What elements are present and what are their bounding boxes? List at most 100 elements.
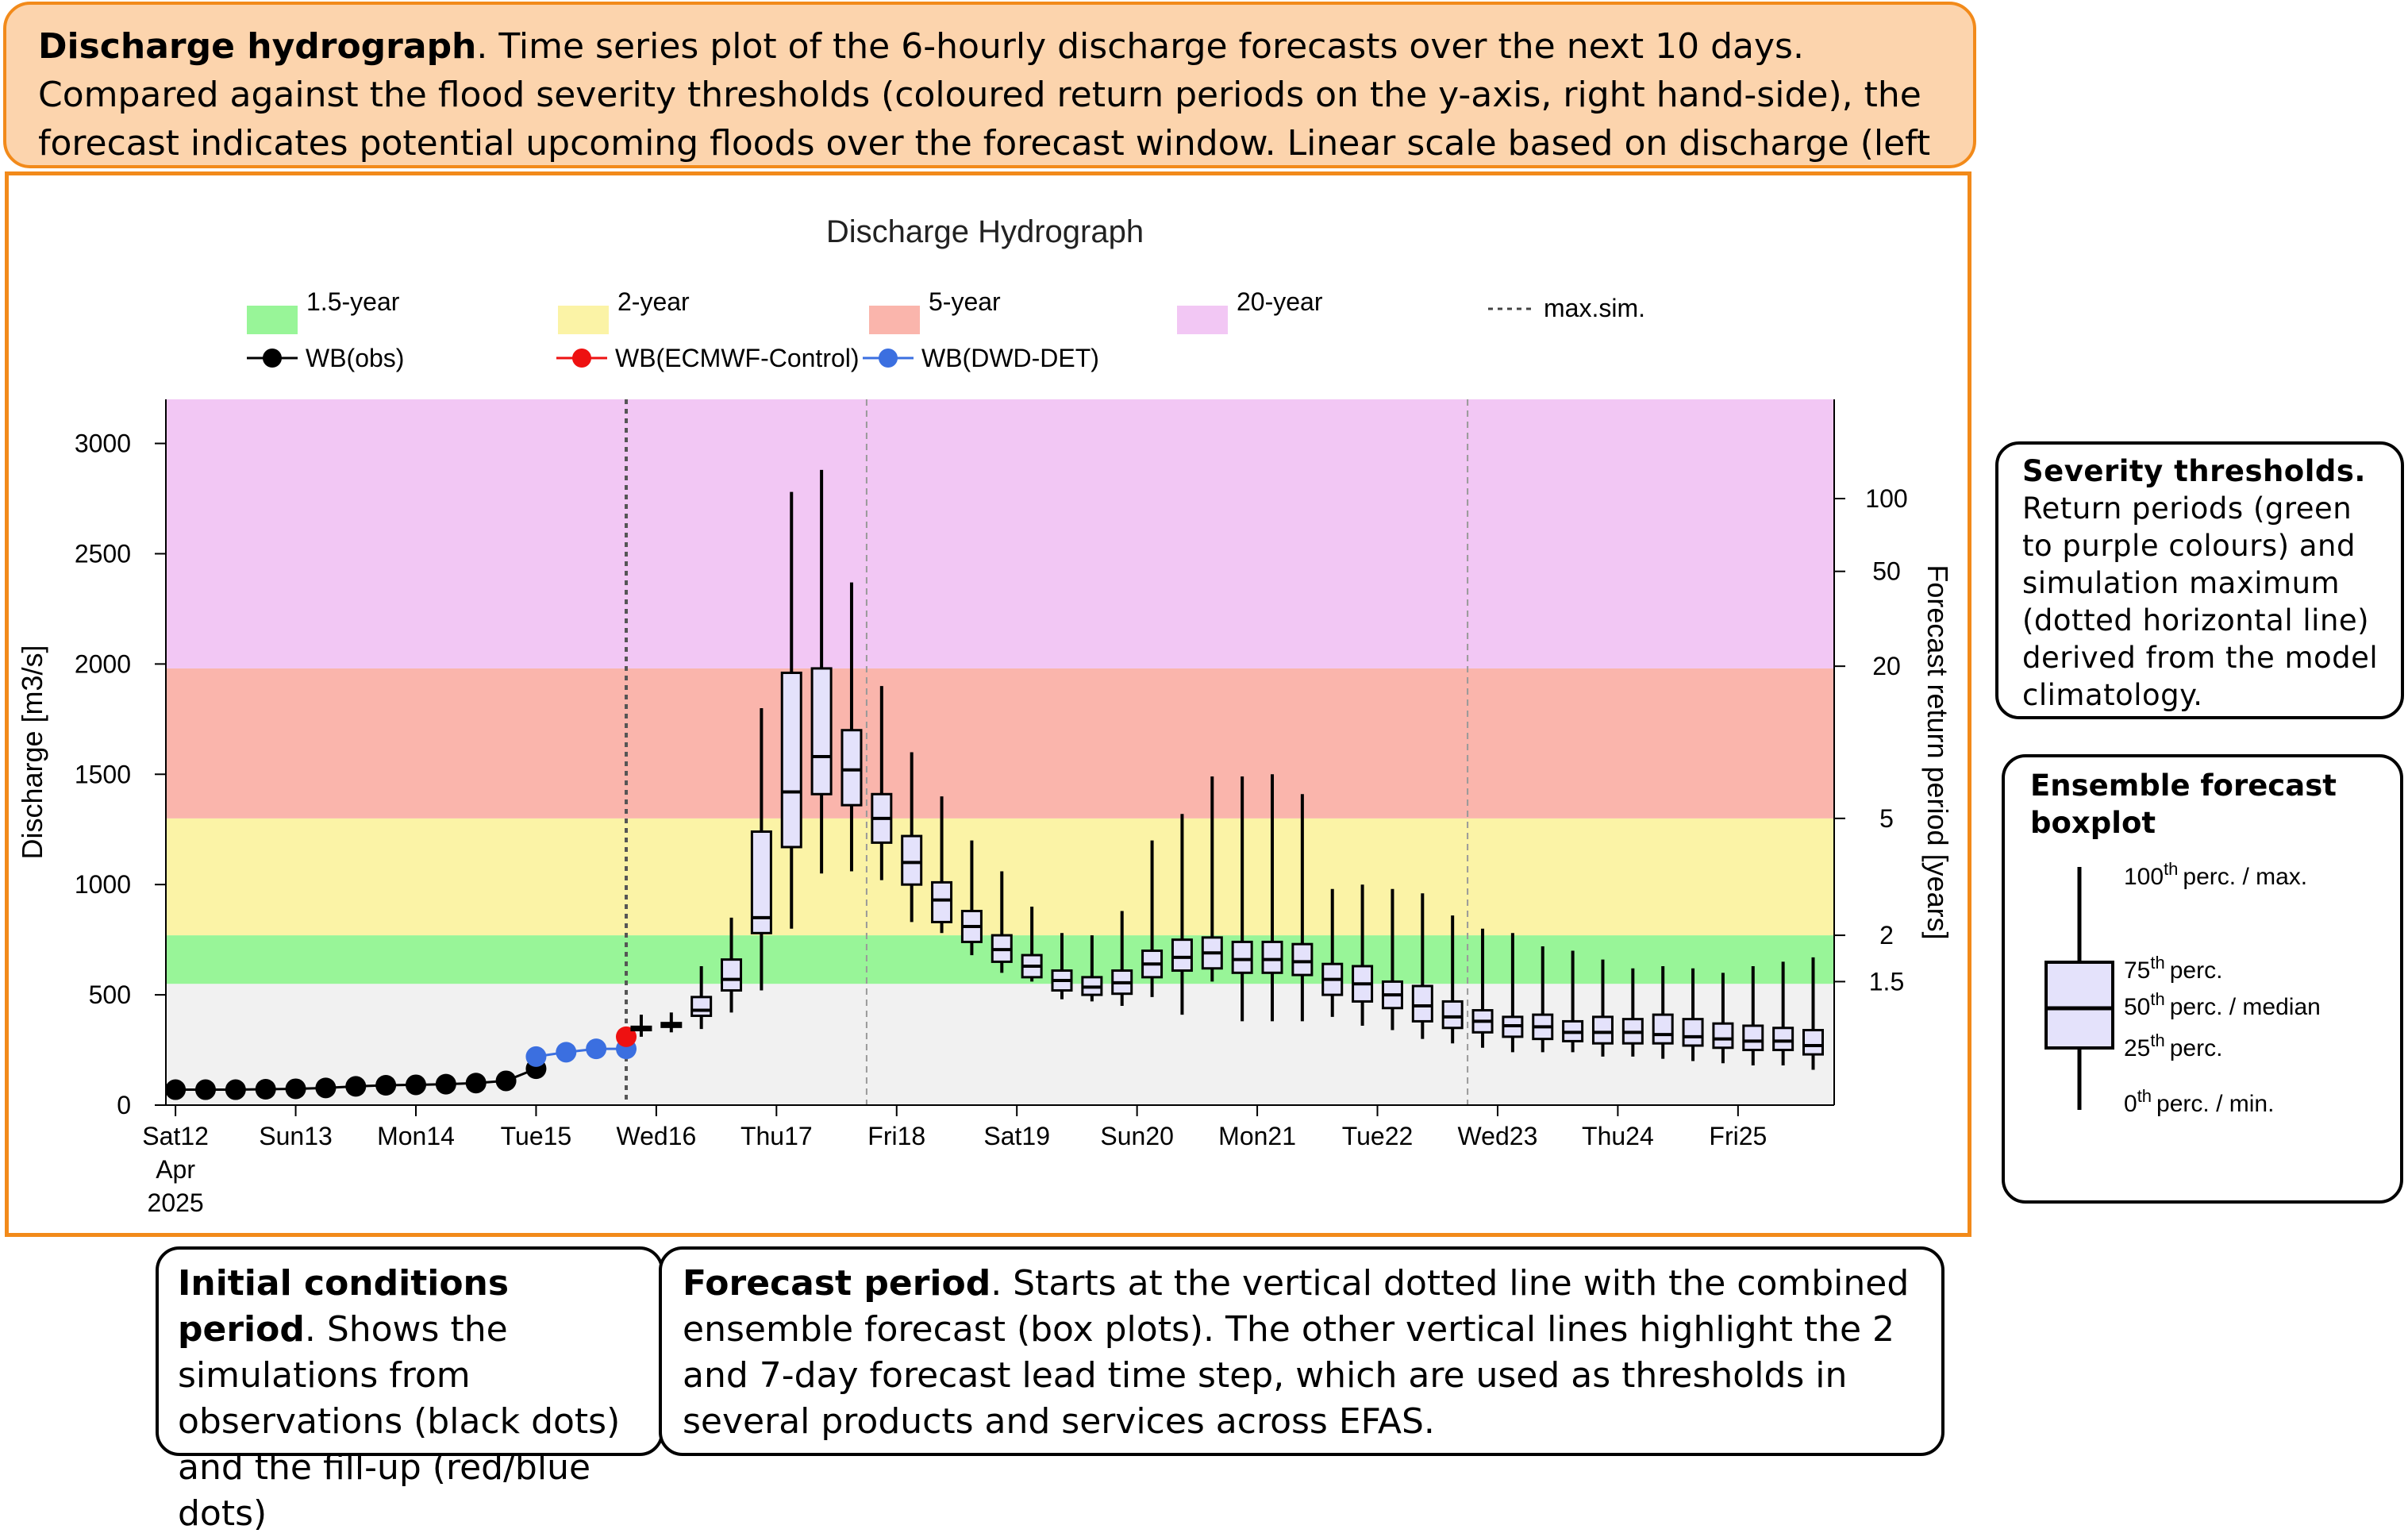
boxplot-box xyxy=(840,729,863,807)
series-point xyxy=(285,1078,306,1100)
boxplot-box xyxy=(1682,1018,1704,1047)
series-point xyxy=(495,1070,517,1092)
x-tick-label: Thu17 xyxy=(740,1122,813,1150)
band-20-year xyxy=(166,399,1834,668)
boxplot-box xyxy=(901,834,923,886)
boxplot-box xyxy=(1712,1022,1734,1050)
rp-tick-label: 5 xyxy=(1879,804,1894,833)
series-point xyxy=(435,1073,456,1095)
legend-swatch-2-year xyxy=(558,306,609,334)
boxplot-box xyxy=(780,671,802,849)
x-tick-label: Tue22 xyxy=(1342,1122,1414,1150)
series-point xyxy=(194,1079,216,1100)
y-tick-label: 1500 xyxy=(75,760,131,788)
series-line xyxy=(536,1047,627,1058)
series-point xyxy=(165,1079,187,1100)
x-tick-label: Sun13 xyxy=(259,1122,333,1150)
legend: 1.5-year 2-year 5-year 20-year max.sim. WB(ob… xyxy=(247,287,1645,372)
boxplot-box xyxy=(1171,938,1193,973)
label-p75: 75th perc. xyxy=(2124,953,2222,984)
rp-tick-label: 1.5 xyxy=(1869,967,1904,996)
boxplot-box xyxy=(1742,1024,1764,1052)
legend-label-20-year: 20-year xyxy=(1237,287,1323,316)
series-point xyxy=(586,1038,607,1060)
label-min: 0th perc. / min. xyxy=(2124,1086,2274,1117)
x-tick-sublabel: Apr xyxy=(156,1155,195,1184)
threshold-bands xyxy=(166,399,1834,1105)
axes: 0 500 1000 1500 2000 2500 3000 1.5 2 5 20 50 100 Sat1… xyxy=(16,214,1954,1217)
boxplot-box xyxy=(1231,940,1253,974)
x-tick-label: Sat12 xyxy=(142,1122,209,1150)
description-title: Discharge hydrograph xyxy=(38,26,477,67)
chart-frame: 0 500 1000 1500 2000 2500 3000 1.5 2 5 20 50 100 Sat1… xyxy=(5,171,1971,1237)
series-point xyxy=(345,1076,367,1097)
boxplot-box xyxy=(1652,1013,1674,1045)
boxplot-box xyxy=(1772,1027,1794,1052)
y-tick-label: 3000 xyxy=(75,430,131,458)
series-point xyxy=(616,1026,637,1047)
x-tick-label: Fri18 xyxy=(867,1122,925,1150)
series-point xyxy=(255,1078,276,1100)
series-point xyxy=(225,1079,246,1100)
y-tick-label: 2000 xyxy=(75,649,131,678)
forecast-period-note: Forecast period. Starts at the vertical … xyxy=(659,1246,1944,1456)
legend-maxsim-label: max.sim. xyxy=(1544,294,1645,322)
label-max: 100th perc. / max. xyxy=(2124,859,2307,890)
severity-title: Severity thresholds. xyxy=(2022,454,2366,488)
boxplot-box xyxy=(1291,942,1314,977)
initial-conditions-note: Initial conditions period. Shows the sim… xyxy=(156,1246,664,1534)
x-tick-label: Mon14 xyxy=(377,1122,455,1150)
x-tick-sublabel: 2025 xyxy=(148,1188,204,1217)
y-axis-title: Discharge [m3/s] xyxy=(16,645,48,859)
series-point xyxy=(315,1077,337,1099)
rp-tick-label: 20 xyxy=(1872,652,1901,680)
rp-tick-label: 100 xyxy=(1865,484,1907,513)
severity-thresholds-note: Severity thresholds. Return periods (gre… xyxy=(1995,441,2404,719)
y-tick-label: 2500 xyxy=(75,539,131,568)
series-point xyxy=(525,1046,547,1067)
boxplot-box-shape xyxy=(2044,961,2114,1050)
x-tick-label: Fri25 xyxy=(1709,1122,1767,1150)
x-tick-label: Wed23 xyxy=(1458,1122,1538,1150)
y-tick-label: 1000 xyxy=(75,870,131,899)
boxplot-box xyxy=(690,996,713,1017)
legend-label-obs: WB(obs) xyxy=(306,344,404,372)
boxplot-box xyxy=(1261,940,1283,974)
legend-dot-ecmwf xyxy=(572,349,591,368)
legend-swatch-20-year xyxy=(1177,306,1228,334)
rp-tick-label: 2 xyxy=(1879,921,1894,950)
boxplot-box xyxy=(1591,1015,1614,1045)
boxplot-legend-note: Ensemble forecast boxplot 100th perc. / m… xyxy=(2002,754,2403,1204)
boxplot-box xyxy=(810,667,833,795)
boxplot-box xyxy=(1802,1029,1824,1056)
vertical-lines xyxy=(625,399,1469,1105)
hydrograph-chart: 0 500 1000 1500 2000 2500 3000 1.5 2 5 20 50 100 Sat1… xyxy=(16,214,1954,1217)
legend-label-ecmwf: WB(ECMWF-Control) xyxy=(615,344,860,372)
boxplot-title: Ensemble forecast boxplot xyxy=(2030,768,2337,840)
x-tick-label: Tue15 xyxy=(501,1122,572,1150)
legend-label-5-year: 5-year xyxy=(929,287,1001,316)
legend-swatch-1.5-year xyxy=(247,306,298,334)
label-p25: 25th perc. xyxy=(2124,1030,2222,1061)
y-tick-label: 0 xyxy=(117,1091,131,1119)
series-layer xyxy=(165,1026,637,1100)
x-tick-label: Thu24 xyxy=(1582,1122,1654,1150)
series-point xyxy=(375,1074,397,1096)
y2-axis-title: Forecast return period [years] xyxy=(1921,564,1954,939)
legend-dot-obs xyxy=(263,349,282,368)
boxplot-box xyxy=(931,880,953,923)
series-point xyxy=(465,1073,487,1094)
series-point xyxy=(556,1042,577,1063)
x-tick-label: Wed16 xyxy=(616,1122,696,1150)
legend-label-2-year: 2-year xyxy=(617,287,690,316)
x-tick-label: Mon21 xyxy=(1218,1122,1296,1150)
x-tick-label: Sun20 xyxy=(1100,1122,1174,1150)
legend-label-dwd: WB(DWD-DET) xyxy=(921,344,1099,372)
series-point xyxy=(405,1074,426,1096)
boxplot-layer xyxy=(630,469,1824,1070)
band-5-year xyxy=(166,668,1834,819)
legend-swatch-5-year xyxy=(869,306,920,334)
rp-tick-label: 50 xyxy=(1872,557,1901,586)
chart-title: Discharge Hydrograph xyxy=(826,214,1144,249)
initial-title: Initial conditions period xyxy=(178,1263,510,1350)
